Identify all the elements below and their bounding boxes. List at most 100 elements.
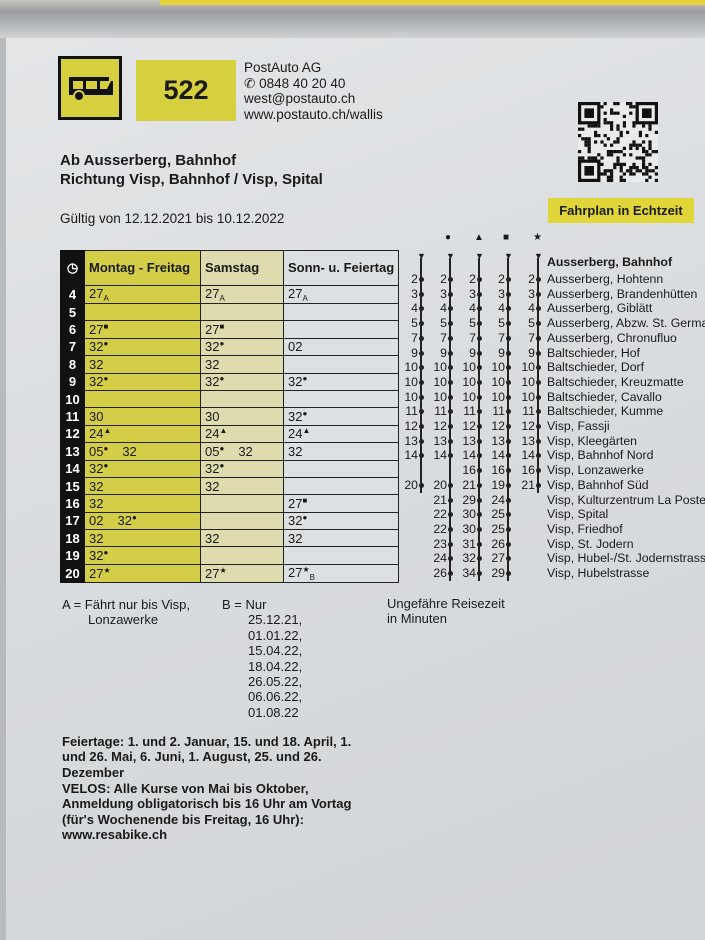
phone-icon: ✆ [244, 75, 260, 91]
departure-minute: 30 [205, 409, 219, 424]
hour-row: 12 24▲ 24▲ 24▲ [60, 424, 400, 444]
minute: 27 [89, 322, 104, 338]
travel-minutes: 5 [440, 316, 447, 331]
departure-minute: 32● [288, 513, 307, 528]
hour: 16 [60, 494, 85, 513]
trip-marker: ★ [219, 565, 227, 575]
stop-dot [447, 350, 453, 356]
departure-cell: 32● [84, 459, 201, 478]
stop-dot [505, 512, 511, 518]
stop-dot [505, 291, 511, 297]
travel-minutes: 10 [491, 389, 505, 404]
minute: 24 [205, 426, 220, 442]
hour: 5 [60, 302, 85, 322]
stop-dot [447, 541, 453, 547]
hour-row: 18 32 32 32 [60, 529, 400, 548]
stop-dot [535, 468, 541, 474]
travel-minutes: 29 [462, 492, 476, 507]
date: 06.06.22, [248, 689, 303, 705]
departure-cell: 27■ [282, 494, 400, 513]
departure-minute: 32 [89, 531, 103, 546]
departure-cell: 02 [282, 337, 400, 357]
departure-cell [200, 546, 284, 565]
departure-cell: 27★ [84, 563, 201, 583]
hour-row: 15 32 32 [60, 476, 400, 496]
departure-cell: 27■ [84, 320, 201, 339]
stop-dot [535, 379, 541, 385]
stop-dot [505, 306, 511, 312]
stop-dot [505, 394, 511, 400]
minute: 32 [205, 339, 220, 355]
travel-minutes: 13 [433, 433, 447, 448]
departure-minute: 27★ [89, 566, 111, 581]
stop-dot [418, 321, 424, 327]
column-symbol: ▲ [474, 232, 484, 243]
stop-dot [476, 350, 482, 356]
trip-marker: ▲ [103, 426, 112, 436]
stop-dot [418, 482, 424, 488]
trip-marker: ★ [103, 565, 111, 575]
stop-dot [535, 482, 541, 488]
realtime-button[interactable]: Fahrplan in Echtzeit [548, 198, 694, 223]
travel-minutes: 14 [404, 448, 418, 463]
route-line [478, 258, 480, 581]
departure-minute: 27A [205, 286, 225, 303]
departure-minute: 32 [205, 479, 219, 494]
stop-dot [476, 468, 482, 474]
stop-dot [447, 424, 453, 429]
minute: 30 [205, 409, 220, 425]
stop-dot [535, 409, 541, 415]
date: 25.12.21, [248, 612, 303, 628]
trip-marker: ● [219, 339, 225, 349]
minute: 32 [89, 548, 104, 564]
travel-minutes: 4 [411, 301, 418, 316]
stop-name: Ausserberg, Brandenhütten [547, 286, 698, 301]
stop-dot [447, 379, 453, 385]
travel-minutes: 4 [440, 301, 447, 316]
qr-code-icon[interactable] [578, 102, 658, 182]
stop-dot [535, 365, 541, 371]
validity: Gültig von 12.12.2021 bis 10.12.2022 [60, 211, 285, 226]
minute: 02 [288, 339, 303, 355]
hour-row: 9 32● 32● 32● [60, 372, 400, 391]
travel-minutes: 3 [528, 286, 535, 301]
hour: 12 [60, 424, 85, 444]
minute: 27 [288, 564, 303, 580]
trip-marker: ● [103, 374, 109, 384]
departure-minute: 30 [89, 409, 103, 424]
travel-minutes: 34 [462, 566, 476, 580]
hour-row: 11 30 30 32● [60, 407, 400, 426]
hour: 18 [60, 529, 85, 548]
minute: 32 [288, 530, 303, 546]
minute: 32 [205, 461, 220, 477]
stop-name: Visp, Bahnhof Süd [547, 477, 649, 492]
departure-cell: 32 [84, 529, 201, 548]
departure-cell [84, 389, 201, 409]
departure-minute: 05● [205, 444, 224, 459]
travel-minutes: 7 [498, 330, 505, 345]
minute: 32 [89, 374, 104, 390]
departure-minute: 27■ [288, 496, 307, 511]
trip-marker: ● [302, 374, 308, 384]
travel-minutes: 21 [462, 477, 476, 492]
departure-cell: 32● [84, 546, 201, 565]
stop-dot [505, 482, 511, 488]
stop-dot [476, 379, 482, 385]
stop-dot [447, 526, 453, 532]
stop-dot [535, 306, 541, 312]
stop-dot [447, 497, 453, 503]
departure-minute: 32● [89, 339, 108, 354]
hour: 7 [60, 337, 85, 357]
stop-dot [418, 379, 424, 385]
travel-minutes: 10 [462, 360, 476, 375]
date: 01.08.22 [248, 704, 299, 720]
departure-cell: 24▲ [200, 424, 284, 444]
travel-minutes: 5 [528, 316, 535, 331]
hour-row: 17 02 32● 32● [60, 511, 400, 531]
travel-minutes: 26 [491, 536, 505, 551]
departure-minute: 27★B [288, 565, 315, 582]
stop-dot [418, 306, 424, 312]
stop-dot [418, 365, 424, 371]
trip-marker: ▲ [302, 426, 311, 436]
departure-minute: 24▲ [288, 426, 310, 441]
